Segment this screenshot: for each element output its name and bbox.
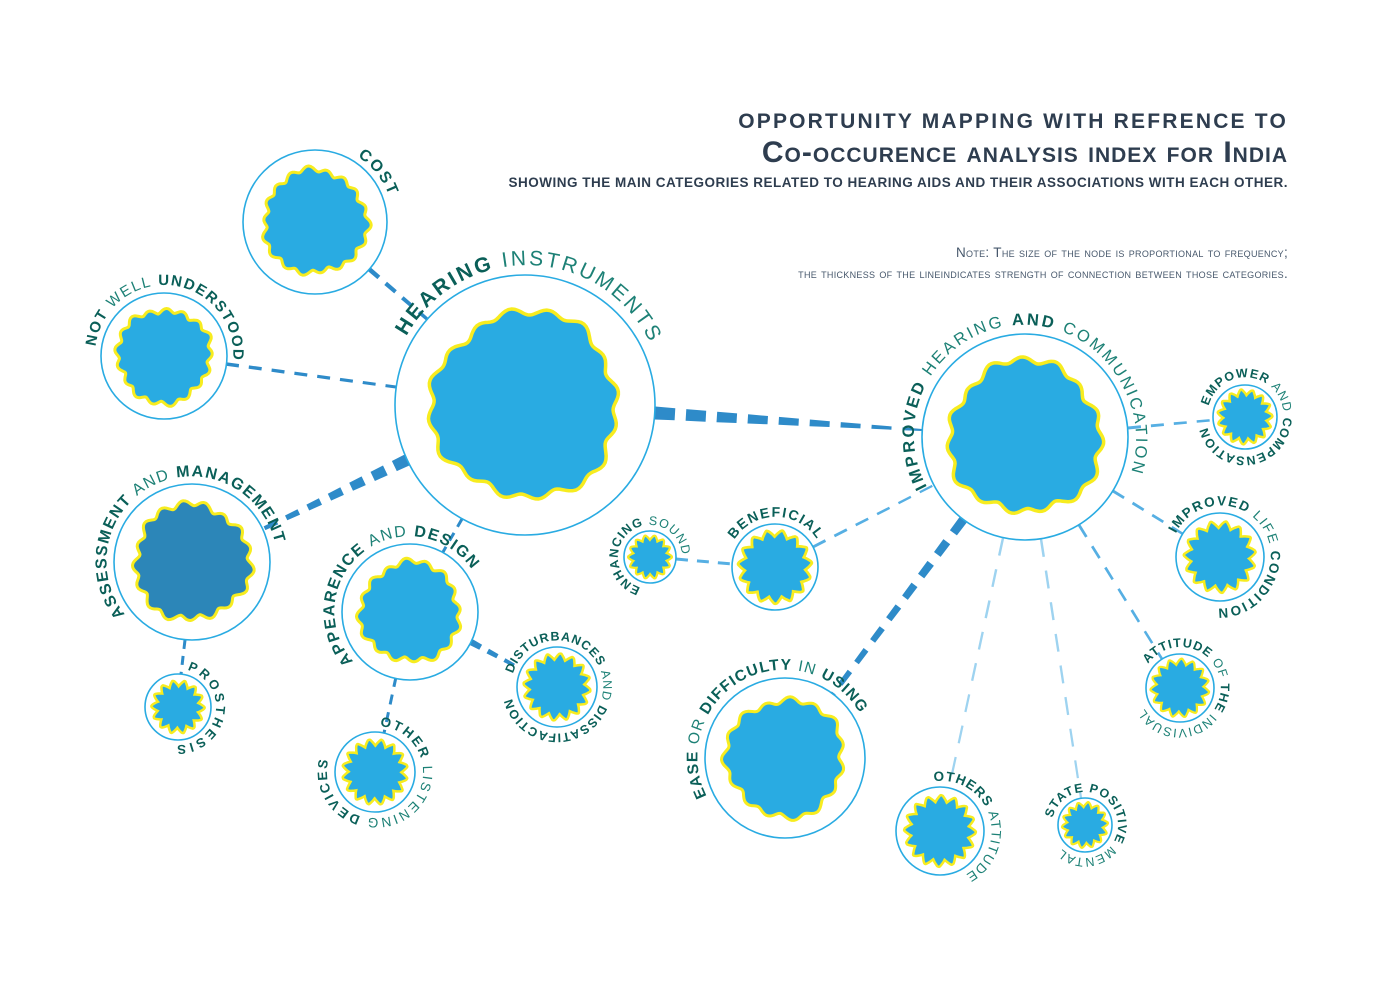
edge-hearing-instruments--improved-hearing-communication bbox=[654, 406, 923, 431]
node-blob bbox=[626, 534, 674, 580]
node-blob bbox=[261, 164, 373, 277]
page-title-line2: Co-occurence analysis index for India bbox=[761, 136, 1288, 169]
node-blob bbox=[1216, 388, 1274, 446]
node-positive-mental-state: STATE POSITIVE MENTAL bbox=[1042, 781, 1128, 870]
node-improved-hearing-communication: IMPROVED HEARING AND COMMUNICATION bbox=[900, 311, 1148, 541]
node-appearence-design: APPEARENCE AND DESIGN bbox=[321, 523, 481, 681]
label-segment: IN bbox=[792, 657, 819, 679]
node-blob bbox=[1182, 520, 1257, 595]
note-line2: the thickness of the lineindicates stren… bbox=[798, 265, 1288, 281]
edge-appearence-design--dissatifaction-disturbances bbox=[469, 639, 515, 667]
node-blob bbox=[150, 679, 206, 735]
node-blob bbox=[736, 529, 814, 606]
edge-enhancing-sound--beneficial bbox=[675, 557, 730, 566]
title-block: OPPORTUNITY MAPPING WITH REFRENCE TO Co-… bbox=[508, 110, 1288, 190]
node-assessment-management: ASSESSMENT AND MANAGEMENT bbox=[93, 463, 287, 641]
node-dissatifaction-disturbances: DISTURBANCES AND DISSATIFACTION bbox=[501, 629, 614, 745]
edge-improved-hearing-communication--others-attitude bbox=[950, 537, 1005, 775]
page-title-line1: OPPORTUNITY MAPPING WITH REFRENCE TO bbox=[738, 110, 1288, 133]
edge-appearence-design--other-listening-devices bbox=[382, 676, 398, 734]
node-not-well-understood: NOT WELL UNDERSTOOD bbox=[83, 272, 245, 420]
node-blob bbox=[341, 738, 409, 806]
node-blob bbox=[113, 307, 214, 408]
node-enhancing-sound: ENHANCING SOUND bbox=[607, 514, 692, 598]
edge-cost--hearing-instruments bbox=[367, 267, 429, 321]
page-subtitle: SHOWING THE MAIN CATEGORIES RELATED TO H… bbox=[508, 175, 1288, 190]
node-improved-life-condition: IMPROVED LIFE CONDITION bbox=[1165, 493, 1281, 620]
edge-improved-hearing-communication--ease-or-difficulty-in-using bbox=[831, 517, 967, 696]
label-segment: AND bbox=[1003, 311, 1058, 333]
edge-layer bbox=[179, 267, 1210, 799]
node-blob bbox=[426, 307, 621, 501]
node-beneficial: BENEFICIAL bbox=[724, 504, 827, 611]
node-prosthesis: PROSTHESIS bbox=[144, 659, 225, 757]
edge-assessment-management--prosthesis bbox=[179, 639, 187, 675]
edge-improved-hearing-communication--improved-life-condition bbox=[1112, 489, 1184, 535]
node-blob bbox=[355, 556, 463, 664]
label-segment: AND bbox=[596, 663, 614, 703]
node-ease-or-difficulty-in-using: EASE OR DIFFICULTY IN USING bbox=[684, 657, 870, 839]
edge-beneficial--improved-hearing-communication bbox=[812, 484, 933, 549]
node-blob bbox=[945, 355, 1106, 515]
node-empower-compensation: EMPOWER AND COMPENSATION bbox=[1197, 366, 1294, 468]
node-hearing-instruments: HEARING INSTRUMENTS bbox=[391, 247, 664, 536]
edge-hearing-instruments--appearence-design bbox=[441, 518, 464, 553]
edge-hearing-instruments--assessment-management bbox=[263, 454, 410, 531]
note-block: Note: The size of the node is proportion… bbox=[798, 243, 1288, 285]
edge-not-well-understood--hearing-instruments bbox=[225, 362, 397, 389]
node-other-listening-devices: OTHER LISTENING DEVICES bbox=[315, 714, 434, 830]
edge-improved-hearing-communication--attitude-of-the-indivisual bbox=[1077, 524, 1164, 660]
node-blob bbox=[1060, 801, 1110, 849]
node-blob bbox=[902, 793, 978, 869]
label-segment: OR bbox=[685, 716, 709, 751]
note-line1: Note: The size of the node is proportion… bbox=[955, 245, 1288, 260]
node-others-attitude: OTHERS ATTITUDE bbox=[895, 769, 1003, 885]
edge-improved-hearing-communication--empower-compensation bbox=[1127, 419, 1210, 430]
node-blob bbox=[522, 652, 592, 722]
node-cost: COST bbox=[242, 146, 400, 295]
node-attitude-of-the-indivisual: ATTITUDE OF THE INDIVISUAL bbox=[1135, 636, 1231, 740]
node-blob bbox=[1149, 657, 1211, 718]
edge-improved-hearing-communication--positive-mental-state bbox=[1039, 538, 1083, 799]
node-blob bbox=[131, 499, 256, 622]
node-blob bbox=[720, 695, 846, 822]
